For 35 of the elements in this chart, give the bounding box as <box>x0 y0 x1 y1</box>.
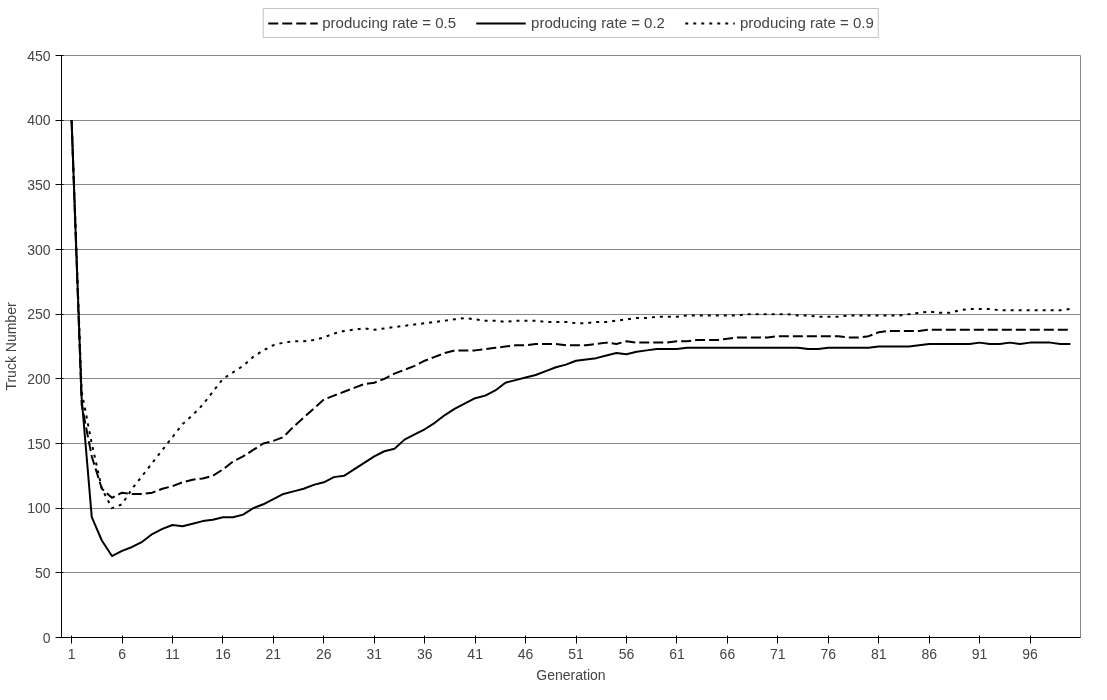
x-tick-label: 76 <box>820 645 837 662</box>
y-tick-label: 150 <box>27 435 51 452</box>
legend-label: producing rate = 0.5 <box>322 14 457 31</box>
y-tick-label: 100 <box>27 500 51 517</box>
x-tick-label: 56 <box>618 645 635 662</box>
x-tick-label: 41 <box>467 645 484 662</box>
x-tick-label: 71 <box>770 645 786 662</box>
y-tick-label: 300 <box>27 241 51 258</box>
x-tick-label: 96 <box>1022 645 1039 662</box>
x-tick-label: 51 <box>568 645 585 662</box>
x-tick-label: 26 <box>316 645 332 662</box>
x-tick-label: 36 <box>416 645 433 662</box>
x-tick-label: 31 <box>366 645 383 662</box>
x-tick-label: 21 <box>265 645 282 662</box>
legend-label: producing rate = 0.9 <box>739 14 874 31</box>
x-tick-label: 1 <box>67 645 76 662</box>
x-tick-label: 6 <box>118 645 127 662</box>
y-tick-label: 250 <box>27 306 51 323</box>
y-tick-label: 50 <box>34 564 51 581</box>
x-tick-label: 66 <box>719 645 736 662</box>
x-tick-label: 86 <box>921 645 938 662</box>
legend-label: producing rate = 0.2 <box>531 14 665 31</box>
x-tick-label: 61 <box>669 645 685 662</box>
x-tick-label: 91 <box>971 645 988 662</box>
y-tick-label: 0 <box>42 629 51 646</box>
x-tick-label: 81 <box>870 645 887 662</box>
x-tick-label: 16 <box>215 645 231 662</box>
x-axis-title: Generation <box>536 666 606 683</box>
y-tick-label: 200 <box>27 370 51 387</box>
y-axis-title: Truck Number <box>3 302 20 391</box>
y-tick-label: 450 <box>27 47 51 64</box>
x-tick-label: 11 <box>165 645 180 662</box>
y-tick-label: 400 <box>27 112 51 129</box>
x-tick-label: 46 <box>517 645 534 662</box>
y-tick-label: 350 <box>27 176 51 193</box>
